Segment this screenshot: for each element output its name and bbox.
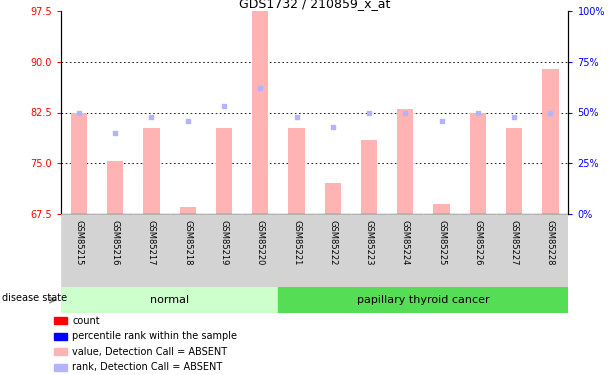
Bar [170,214,206,287]
Point [255,85,265,91]
Text: count: count [72,316,100,326]
Point [328,124,337,130]
Bar [278,287,568,313]
Text: rank, Detection Call = ABSENT: rank, Detection Call = ABSENT [72,362,223,372]
Point [437,118,446,124]
Bar [397,109,413,214]
Text: GSM85221: GSM85221 [292,220,301,265]
Text: normal: normal [150,295,189,305]
Point [183,118,193,124]
Bar [216,128,232,214]
Title: GDS1732 / 210859_x_at: GDS1732 / 210859_x_at [239,0,390,10]
Text: value, Detection Call = ABSENT: value, Detection Call = ABSENT [72,347,227,357]
Bar [54,348,67,355]
Text: papillary thyroid cancer: papillary thyroid cancer [357,295,489,305]
Point [473,110,483,116]
Text: GSM85223: GSM85223 [365,220,373,265]
Point [219,104,229,110]
Text: GSM85216: GSM85216 [111,220,120,265]
Bar [61,214,97,287]
Text: disease state: disease state [2,293,67,303]
Bar [434,204,450,214]
Text: GSM85227: GSM85227 [510,220,519,265]
Point [110,130,120,136]
Point [364,110,374,116]
Point [292,114,302,120]
Text: GSM85220: GSM85220 [256,220,264,265]
Text: GSM85219: GSM85219 [219,220,229,265]
Text: GSM85215: GSM85215 [74,220,83,265]
Bar [315,214,351,287]
Bar [206,214,242,287]
Point [401,110,410,116]
Bar [54,317,67,324]
Bar [143,128,160,214]
Bar [252,11,268,214]
Bar [469,112,486,214]
Bar [542,69,559,214]
Bar [242,214,278,287]
Bar [387,214,423,287]
Bar [179,207,196,214]
Bar [532,214,568,287]
Bar [460,214,496,287]
Bar [351,214,387,287]
Bar [496,214,532,287]
Text: GSM85226: GSM85226 [473,220,482,265]
Bar [97,214,133,287]
Bar [71,112,87,214]
Bar [133,214,170,287]
Point [74,110,84,116]
Bar [107,161,123,214]
Bar [288,128,305,214]
Bar [54,333,67,340]
Text: GSM85224: GSM85224 [401,220,410,265]
Bar [325,183,341,214]
Text: GSM85222: GSM85222 [328,220,337,265]
Bar [54,364,67,371]
Text: GSM85225: GSM85225 [437,220,446,265]
Text: percentile rank within the sample: percentile rank within the sample [72,332,237,341]
Point [510,114,519,120]
Text: GSM85217: GSM85217 [147,220,156,265]
Bar [423,214,460,287]
Point [147,114,156,120]
Text: GSM85228: GSM85228 [546,220,555,265]
Bar [278,214,315,287]
Bar [361,140,377,214]
Bar [506,128,522,214]
Bar [61,287,278,313]
Text: GSM85218: GSM85218 [183,220,192,265]
Point [545,110,555,116]
